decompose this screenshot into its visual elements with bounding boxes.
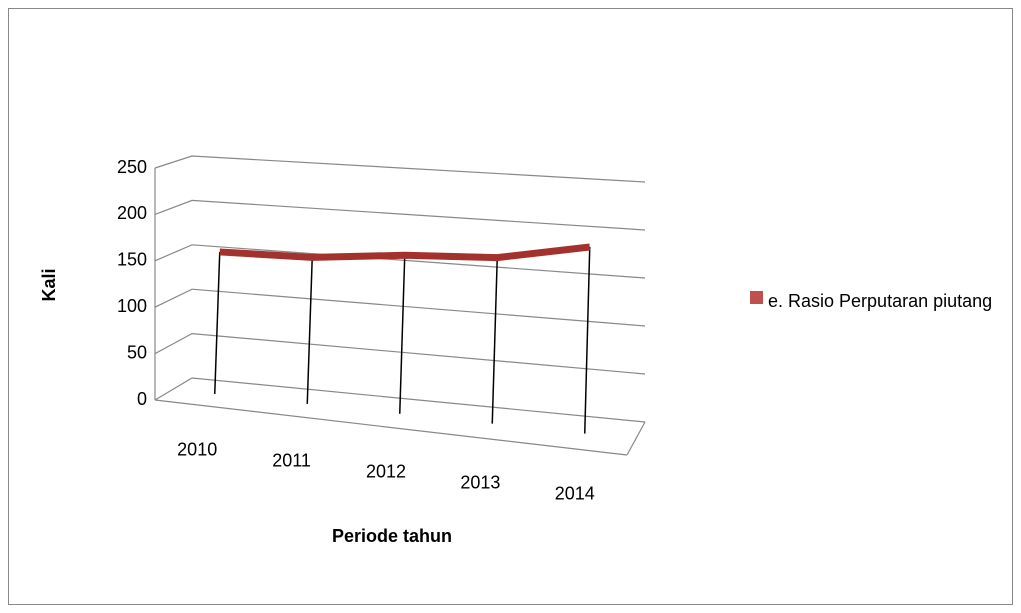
x-tick-label: 2011 — [272, 450, 311, 470]
floor-edge — [154, 399, 628, 456]
x-axis-title: Periode tahun — [332, 526, 452, 546]
x-tick-label: 2010 — [177, 439, 217, 459]
x-tick-label: 2013 — [460, 472, 500, 492]
legend-label: e. Rasio Perputaran piutang — [768, 291, 993, 311]
y-tick-label: 100 — [117, 296, 147, 316]
grid-line — [154, 377, 646, 423]
chart-frame — [8, 8, 1013, 605]
grid-line — [154, 155, 646, 183]
legend-swatch — [750, 291, 763, 304]
y-axis-title: Kali — [39, 268, 59, 301]
grid-line — [154, 332, 646, 375]
y-tick-label: 0 — [137, 389, 147, 409]
x-tick-label: 2012 — [366, 461, 406, 481]
series-line — [219, 243, 591, 262]
drop-line — [214, 251, 221, 394]
y-tick-label: 150 — [117, 250, 147, 270]
grid-line — [154, 199, 646, 231]
grid-line — [154, 244, 646, 279]
y-tick-label: 50 — [127, 342, 147, 362]
drop-line — [399, 255, 406, 414]
drop-line — [491, 257, 498, 424]
drop-line — [584, 246, 591, 434]
floor-edge — [626, 421, 646, 456]
x-tick-label: 2014 — [555, 483, 595, 503]
grid-line — [154, 288, 646, 327]
y-tick-label: 250 — [117, 157, 147, 177]
y-tick-label: 200 — [117, 203, 147, 223]
drop-line — [306, 257, 313, 404]
